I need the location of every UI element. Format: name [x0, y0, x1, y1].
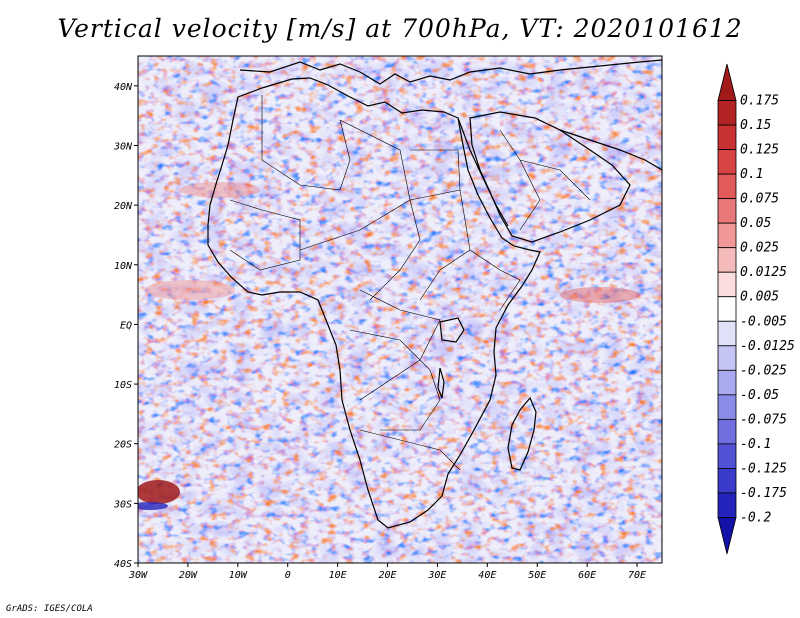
colorbar-swatch: [717, 517, 737, 555]
latitude-axis: 40N 30N 20N 10N EQ 10S 20S 30S 40S: [113, 82, 138, 570]
colorbar-swatch: [717, 222, 737, 249]
colorbar-label: -0.0125: [740, 339, 795, 354]
colorbar-label: -0.1: [740, 437, 771, 452]
colorbar-swatch: [717, 271, 737, 298]
colorbar-label: -0.005: [740, 314, 787, 329]
asia-coastline: [559, 129, 662, 171]
colorbar-label: 0.025: [740, 241, 779, 256]
colorbar-label: 0.075: [740, 192, 779, 207]
lon-tick-label: 60E: [578, 570, 596, 581]
colorbar-swatch: [717, 124, 737, 150]
colorbar-label: 0.0125: [740, 265, 787, 280]
lon-tick-label: 20E: [378, 570, 396, 581]
colorbar-swatch: [717, 443, 737, 469]
coastlines: [207, 59, 662, 529]
lon-tick-label: 20W: [179, 570, 198, 581]
lon-tick-label: 50E: [528, 570, 546, 581]
lat-tick-label: 20S: [114, 440, 132, 451]
colorbar-label: -0.05: [740, 388, 779, 403]
lon-tick-label: 10E: [329, 570, 347, 581]
colorbar-swatch: [717, 198, 737, 224]
lon-tick-label: 0: [285, 570, 291, 581]
red-sea-coast: [457, 117, 509, 227]
grads-credit: GrADS: IGES/COLA: [6, 604, 93, 614]
colorbar-label: 0.15: [740, 118, 771, 133]
lat-tick-label: 40S: [114, 559, 132, 570]
colorbar-label: 0.1: [740, 167, 763, 182]
colorbar-swatch: [717, 100, 737, 126]
colorbar-label: -0.075: [740, 412, 787, 427]
colorbar-label: -0.125: [740, 461, 787, 476]
colorbar-swatch: [717, 345, 737, 371]
vertical-velocity-field: [138, 56, 662, 563]
colorbar-label: -0.2: [740, 510, 771, 525]
lat-tick-label: 10N: [114, 261, 133, 272]
colorbar-swatch: [717, 247, 737, 273]
lat-tick-label: 10S: [114, 380, 132, 391]
europe-coastline: [239, 59, 662, 85]
colorbar-swatch: [717, 369, 737, 396]
strong-updraft-patch: [138, 480, 180, 504]
strong-downdraft-patch: [138, 502, 168, 510]
madagascar-coastline: [507, 396, 537, 471]
colorbar-label: 0.005: [740, 290, 779, 305]
colorbar-swatch: [717, 63, 737, 101]
lat-tick-label: EQ: [120, 320, 132, 331]
lat-tick-label: 20N: [114, 201, 133, 212]
country-borders: [229, 95, 591, 471]
chart-title: Vertical velocity [m/s] at 700hPa, VT: 2…: [57, 14, 743, 43]
colorbar-label: 0.05: [740, 216, 771, 231]
lake-victoria: [439, 317, 465, 343]
colorbar-swatch: [717, 468, 737, 494]
colorbar-label: 0.175: [740, 94, 779, 109]
colorbar-label: 0.125: [740, 143, 779, 158]
lat-tick-label: 40N: [114, 82, 133, 93]
lat-tick-label: 30S: [113, 499, 132, 510]
lon-tick-label: 70E: [628, 570, 646, 581]
colorbar-swatch: [717, 394, 737, 420]
colorbar-swatch: [717, 418, 737, 445]
colorbar-swatch: [717, 149, 737, 175]
lon-tick-label: 10W: [229, 570, 248, 581]
colorbar-swatch: [717, 492, 737, 518]
lake-malawi: [437, 367, 445, 399]
longitude-axis: 30W 20W 10W 0 10E 20E 30E 40E 50E 60E 70E: [128, 563, 646, 581]
lat-tick-label: 30N: [113, 141, 133, 152]
lon-tick-label: 30W: [128, 570, 148, 581]
colorbar-label: -0.175: [740, 486, 787, 501]
lon-tick-label: 30E: [427, 570, 446, 581]
lon-tick-label: 40E: [478, 570, 496, 581]
colorbar-swatch: [717, 320, 737, 347]
colorbar-label: -0.025: [740, 363, 787, 378]
colorbar-swatch: [717, 173, 737, 200]
colorbar-swatch: [717, 296, 737, 322]
africa-coastline: [207, 77, 541, 529]
map-frame: [137, 55, 663, 564]
